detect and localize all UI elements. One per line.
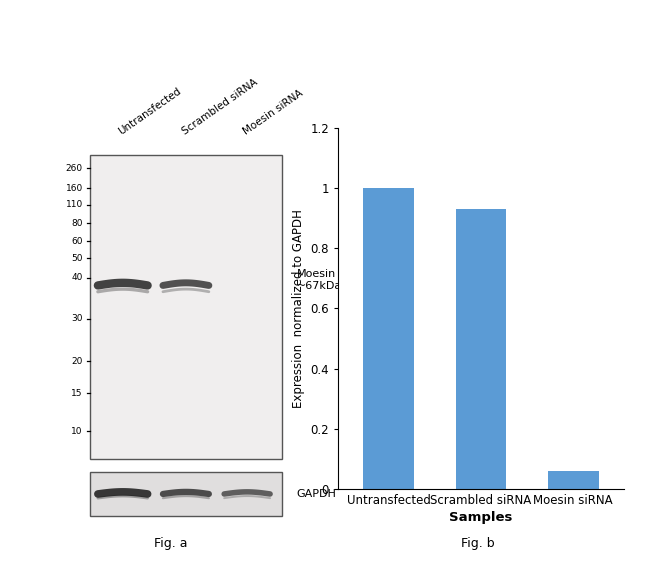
Text: Untransfected: Untransfected [117, 86, 183, 136]
Text: 15: 15 [72, 389, 83, 398]
Text: 40: 40 [72, 274, 83, 282]
Text: Fig. a: Fig. a [154, 537, 188, 551]
Text: 60: 60 [72, 237, 83, 246]
Text: Moesin siRNA: Moesin siRNA [241, 88, 305, 136]
Text: GAPDH: GAPDH [296, 489, 337, 499]
Bar [456, 209, 506, 489]
Text: 10: 10 [72, 427, 83, 436]
Y-axis label: Expression  normalized to GAPDH: Expression normalized to GAPDH [292, 209, 305, 408]
Bar [548, 471, 599, 489]
Text: 30: 30 [72, 314, 83, 324]
Text: 50: 50 [72, 254, 83, 262]
Text: 110: 110 [66, 200, 83, 210]
Text: Scrambled siRNA: Scrambled siRNA [180, 77, 259, 136]
Bar [90, 471, 281, 516]
Text: 80: 80 [72, 219, 83, 228]
Text: 20: 20 [72, 357, 83, 366]
Bar [90, 155, 281, 459]
Text: Fig. b: Fig. b [461, 537, 495, 550]
Text: 260: 260 [66, 164, 83, 173]
X-axis label: Samples: Samples [449, 511, 513, 524]
Text: 160: 160 [66, 184, 83, 193]
Text: Moesin
~67kDa: Moesin ~67kDa [296, 269, 342, 291]
Bar [363, 188, 414, 489]
